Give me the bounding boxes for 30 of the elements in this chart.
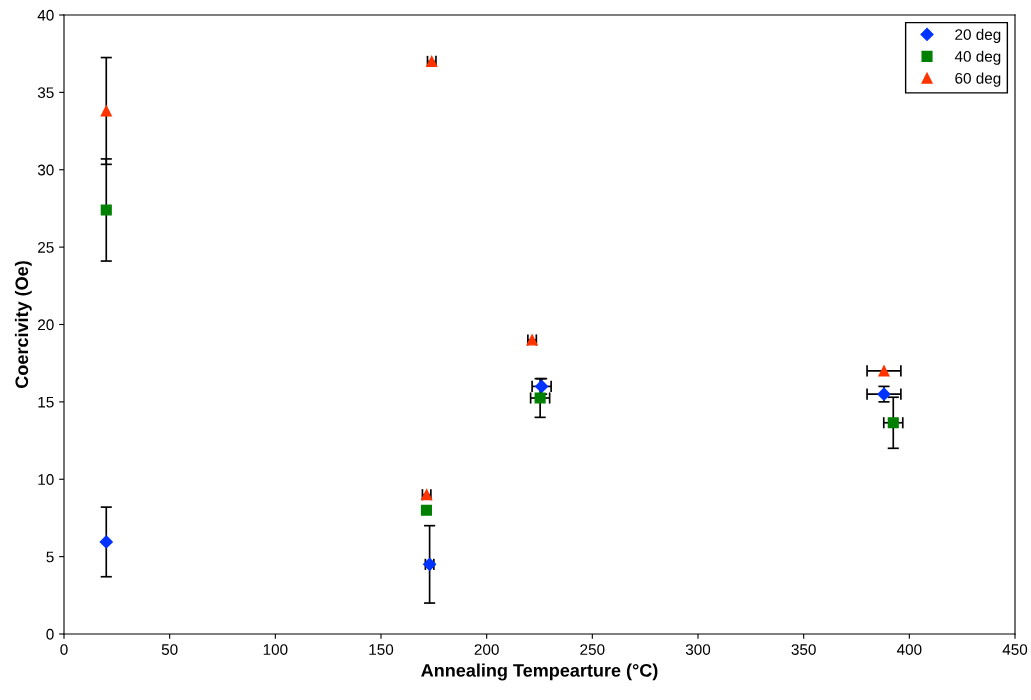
y-tick-label: 40 xyxy=(37,9,54,21)
y-tick-label: 10 xyxy=(38,474,54,485)
y-tick-label: 35 xyxy=(37,87,54,99)
point xyxy=(887,417,899,429)
x-tick-label: 150 xyxy=(369,644,394,655)
point xyxy=(100,105,112,117)
point xyxy=(878,365,890,377)
x-tick-label: 300 xyxy=(685,644,711,655)
y-tick-label: 30 xyxy=(37,164,54,176)
y-tick-label: 5 xyxy=(46,551,54,563)
x-tick-label: 350 xyxy=(791,644,816,655)
x-tick-label: 100 xyxy=(263,644,288,655)
point xyxy=(100,204,112,216)
y-axis-title: Coercivity (Oe) xyxy=(14,261,32,388)
y-tick-label: 0 xyxy=(46,628,54,640)
point xyxy=(420,504,432,516)
y-tick-label: 20 xyxy=(38,319,54,331)
x-tick-label: 0 xyxy=(60,644,68,655)
x-tick-label: 250 xyxy=(580,644,605,655)
x-tick-label: 400 xyxy=(896,644,922,655)
x-axis-title: Annealing Tempearture (°C) xyxy=(421,663,658,681)
y-tick-label: 15 xyxy=(38,396,54,408)
legend-label: 20 deg xyxy=(955,28,1001,43)
legend-label: 60 deg xyxy=(955,72,1001,87)
x-tick-label: 200 xyxy=(474,644,499,655)
point xyxy=(99,535,113,549)
legend-label: 40 deg xyxy=(954,50,1001,65)
x-tick-label: 50 xyxy=(161,644,178,655)
x-tick-label: 450 xyxy=(1002,644,1028,655)
y-tick-label: 25 xyxy=(38,241,54,253)
